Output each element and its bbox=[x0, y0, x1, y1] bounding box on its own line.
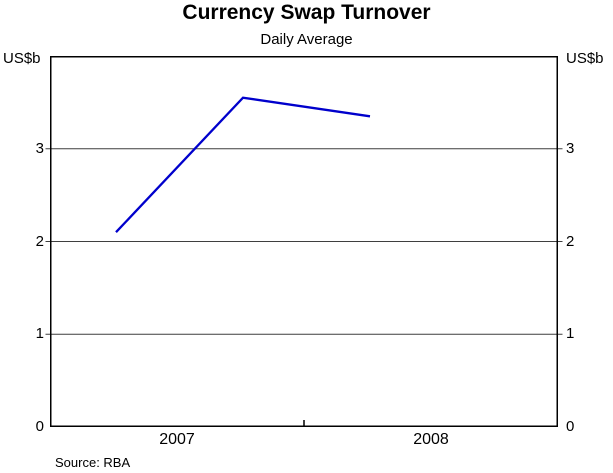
plot-border bbox=[50, 56, 558, 427]
y-tick-label-left-3: 3 bbox=[35, 139, 44, 157]
y-axis-unit-right: US$b bbox=[566, 50, 604, 67]
y-tick-label-left-2: 2 bbox=[35, 232, 44, 250]
x-tick-label-2007: 2007 bbox=[159, 431, 195, 448]
source-note: Source: RBA bbox=[55, 455, 131, 470]
y-tick-label-left-1: 1 bbox=[35, 325, 44, 343]
chart-subtitle: Daily Average bbox=[260, 31, 353, 48]
chart-title: Currency Swap Turnover bbox=[182, 1, 431, 24]
y-tick-label-right-0: 0 bbox=[566, 418, 575, 435]
y-tick-label-right-1: 1 bbox=[566, 325, 575, 343]
y-tick-label-right-2: 2 bbox=[566, 232, 575, 250]
y-axis-unit-left: US$b bbox=[3, 50, 41, 67]
y-tick-label-right-3: 3 bbox=[566, 139, 575, 157]
y-tick-label-left-0: 0 bbox=[35, 418, 44, 435]
plot-area bbox=[45, 56, 563, 427]
x-tick-label-2008: 2008 bbox=[413, 431, 449, 448]
series-line-currency-swap-turnover bbox=[115, 96, 371, 233]
